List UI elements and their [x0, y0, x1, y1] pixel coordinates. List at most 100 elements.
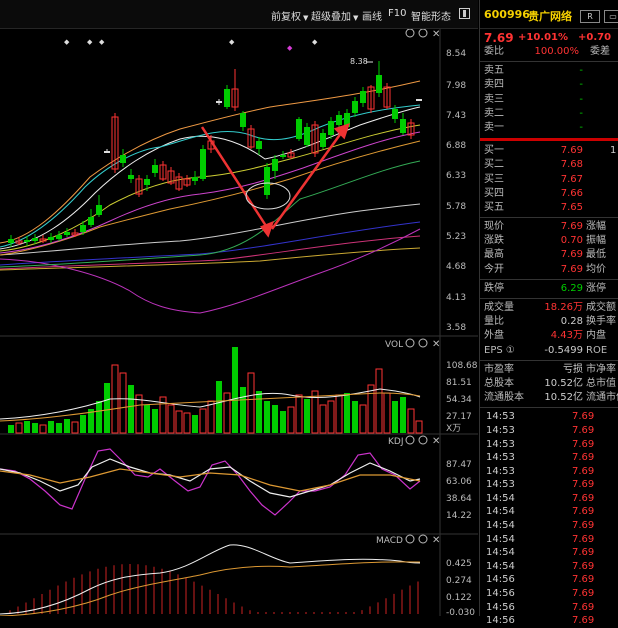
volume-bar[interactable]	[256, 391, 262, 433]
candle[interactable]	[392, 105, 398, 123]
candle[interactable]	[24, 236, 30, 246]
candle[interactable]	[328, 117, 334, 139]
candle[interactable]	[280, 151, 286, 159]
volume-bar[interactable]	[216, 381, 222, 433]
volume-bar[interactable]	[295, 394, 303, 434]
volume-bar[interactable]	[128, 385, 134, 433]
candle[interactable]	[56, 231, 62, 241]
sell-row[interactable]: 卖二 -	[484, 107, 583, 119]
volume-bar[interactable]	[344, 393, 350, 433]
volume-bar[interactable]	[247, 372, 255, 434]
volume-bar[interactable]	[175, 410, 183, 434]
volume-bar[interactable]	[367, 384, 375, 434]
sell-row[interactable]: 卖三 -	[484, 93, 583, 105]
toolbar-draw-line[interactable]: 画线	[362, 12, 382, 23]
volume-bar[interactable]	[32, 423, 38, 433]
candle[interactable]	[183, 175, 191, 187]
candle[interactable]	[400, 113, 406, 135]
candle[interactable]	[48, 233, 54, 243]
candle[interactable]	[416, 99, 422, 101]
volume-bar[interactable]	[352, 401, 358, 433]
volume-bar[interactable]	[264, 401, 270, 433]
candle[interactable]	[320, 129, 326, 149]
tick-row[interactable]: 14:54 7.69	[486, 560, 595, 572]
tick-row[interactable]: 14:56 7.69	[486, 574, 595, 586]
candle[interactable]	[311, 121, 319, 157]
candle[interactable]	[8, 235, 14, 247]
buy-row[interactable]: 买三 7.67	[484, 173, 583, 185]
volume-bar[interactable]	[400, 397, 406, 433]
candle[interactable]	[39, 235, 47, 243]
candle[interactable]	[175, 173, 183, 191]
volume-bar[interactable]	[232, 347, 238, 433]
candle[interactable]	[167, 167, 175, 185]
volume-bar[interactable]	[192, 415, 198, 433]
candle[interactable]	[64, 228, 70, 237]
volume-bar[interactable]	[272, 405, 278, 433]
volume-bar[interactable]	[64, 419, 70, 433]
volume-bar[interactable]	[39, 424, 47, 434]
volume-bar[interactable]	[71, 421, 79, 434]
candle[interactable]	[256, 137, 262, 155]
tick-row[interactable]: 14:53 7.69	[486, 479, 595, 491]
tick-row[interactable]: 14:54 7.69	[486, 533, 595, 545]
candle[interactable]	[71, 229, 79, 237]
volume-bar[interactable]	[88, 409, 94, 433]
tick-row[interactable]: 14:56 7.69	[486, 615, 595, 627]
candle[interactable]	[96, 195, 102, 217]
volume-bar[interactable]	[407, 408, 415, 434]
candle[interactable]	[159, 161, 167, 181]
candle[interactable]	[128, 169, 134, 183]
tick-row[interactable]: 14:53 7.69	[486, 465, 595, 477]
candle[interactable]	[336, 111, 342, 129]
tick-row[interactable]: 14:53 7.69	[486, 452, 595, 464]
candle[interactable]	[192, 171, 198, 185]
candle[interactable]	[88, 209, 94, 227]
volume-bar[interactable]	[8, 425, 14, 433]
candle[interactable]	[144, 175, 150, 191]
candle[interactable]	[383, 83, 391, 109]
volume-bar[interactable]	[104, 383, 110, 433]
candle[interactable]	[120, 149, 126, 167]
candle[interactable]	[376, 61, 382, 97]
candle[interactable]	[287, 149, 295, 159]
volume-bar[interactable]	[159, 396, 167, 434]
r-button[interactable]: R	[580, 10, 600, 23]
volume-bar[interactable]	[80, 415, 86, 433]
buy-row[interactable]: 买四 7.66	[484, 187, 583, 199]
candle[interactable]	[367, 85, 375, 113]
tick-list[interactable]: 14:53 7.69 14:53 7.69 14:53 7.69 14:53 7.69 14:5…	[480, 410, 618, 628]
volume-bar[interactable]	[48, 421, 54, 433]
buy-row[interactable]: 买一 7.69 1	[484, 145, 617, 157]
tick-row[interactable]: 14:53 7.69	[486, 438, 595, 450]
volume-bar[interactable]	[183, 412, 191, 434]
tick-row[interactable]: 14:56 7.69	[486, 601, 595, 613]
chart-area[interactable]: 8.54 7.98 7.43 6.88 6.33 5.78 5.23 4.68 …	[0, 28, 478, 618]
candle[interactable]	[216, 99, 222, 105]
main-pane-icons[interactable]: ✕	[405, 28, 440, 40]
candle[interactable]	[247, 125, 255, 149]
volume-bar[interactable]	[327, 400, 335, 434]
toolbar-pattern[interactable]: 智能形态	[411, 12, 451, 23]
toolbar-f10[interactable]: F10	[388, 8, 407, 19]
vol-pane-icons[interactable]: ✕	[405, 338, 440, 350]
candle[interactable]	[231, 69, 239, 111]
volume-bar[interactable]	[152, 409, 158, 433]
candlesticks[interactable]	[8, 61, 422, 247]
candle[interactable]	[224, 85, 230, 109]
candle[interactable]	[135, 175, 143, 197]
candle[interactable]	[104, 149, 110, 153]
candle[interactable]	[360, 87, 366, 107]
volume-bar[interactable]	[375, 368, 383, 434]
volume-bar[interactable]	[311, 390, 319, 434]
volume-bar[interactable]	[240, 387, 246, 433]
candle[interactable]	[296, 117, 302, 141]
candle[interactable]	[15, 237, 23, 245]
volume-bar[interactable]	[319, 404, 327, 434]
flag-icon[interactable]: ▭	[604, 10, 618, 23]
volume-bar[interactable]	[304, 399, 310, 433]
panel-toggle-icon[interactable]	[459, 8, 470, 19]
candle[interactable]	[407, 119, 415, 139]
tick-row[interactable]: 14:56 7.69	[486, 588, 595, 600]
toolbar-fuquan[interactable]: 前复权 ▼	[271, 12, 309, 23]
